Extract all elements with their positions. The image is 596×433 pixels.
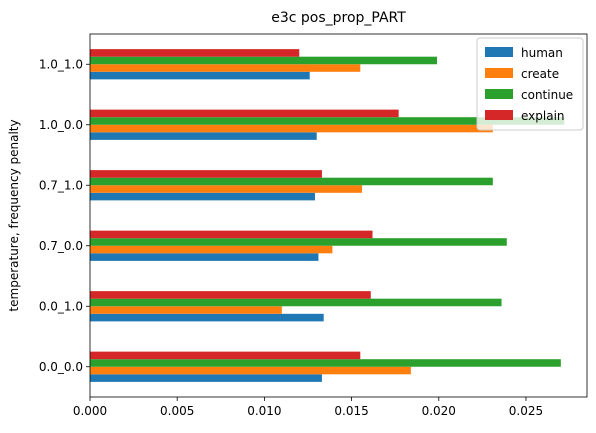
bar-create-0.7_1.0 (90, 185, 363, 193)
bar-continue-0.0_0.0 (90, 359, 561, 367)
bar-explain-1.0_1.0 (90, 49, 300, 57)
axes-layer: 0.000 0.005 0.010 0.015 0.020 0.025 0.0_0.0 0.0… (39, 33, 588, 418)
bar-continue-0.0_1.0 (90, 298, 502, 307)
y-axis-title: temperature, frequency penalty (7, 119, 21, 311)
bar-explain-0.0_0.0 (90, 351, 361, 360)
x-tick-label: 0.000 (73, 404, 107, 418)
y-tick-label: 0.0_0.0 (39, 360, 83, 374)
y-tick-label: 1.0_0.0 (39, 118, 83, 132)
bar-explain-0.7_0.0 (90, 230, 373, 239)
legend-swatch-explain (485, 110, 513, 120)
bar-human-0.7_1.0 (90, 192, 315, 201)
bar-human-0.0_0.0 (90, 374, 322, 382)
legend: human create continue explain (476, 37, 584, 131)
legend-label-continue: continue (521, 88, 573, 102)
bar-explain-0.7_1.0 (90, 170, 322, 178)
legend-swatch-create (485, 68, 513, 78)
bars-layer (90, 49, 565, 382)
bar-create-0.0_0.0 (90, 366, 411, 375)
bar-continue-1.0_1.0 (90, 56, 438, 65)
x-tick-label: 0.020 (422, 404, 456, 418)
bar-human-0.7_0.0 (90, 253, 319, 261)
chart-title: e3c pos_prop_PART (271, 10, 406, 26)
x-tick-label: 0.015 (334, 404, 368, 418)
bar-create-1.0_0.0 (90, 124, 493, 133)
y-tick-label: 1.0_1.0 (39, 57, 83, 71)
bar-human-0.0_1.0 (90, 313, 324, 322)
bar-create-1.0_1.0 (90, 64, 361, 72)
bar-explain-1.0_0.0 (90, 109, 399, 118)
legend-swatch-human (485, 47, 513, 57)
bar-continue-1.0_0.0 (90, 117, 565, 125)
legend-box (476, 37, 584, 131)
y-tick-label: 0.0_1.0 (39, 299, 83, 313)
bar-human-1.0_0.0 (90, 132, 317, 140)
y-tick-label: 0.7_1.0 (39, 178, 83, 192)
bar-continue-0.7_0.0 (90, 238, 507, 246)
plot-frame (89, 33, 588, 398)
bar-human-1.0_1.0 (90, 71, 310, 80)
legend-label-explain: explain (521, 109, 565, 123)
x-tick-label: 0.005 (160, 404, 194, 418)
bar-create-0.7_0.0 (90, 245, 333, 254)
y-tick-label: 0.7_0.0 (39, 239, 83, 253)
legend-label-create: create (521, 67, 559, 81)
x-tick-label: 0.025 (509, 404, 543, 418)
legend-label-human: human (521, 46, 563, 60)
bar-continue-0.7_1.0 (90, 177, 493, 186)
bar-create-0.0_1.0 (90, 306, 282, 314)
bar-explain-0.0_1.0 (90, 291, 371, 299)
legend-swatch-continue (485, 89, 513, 99)
x-tick-label: 0.010 (247, 404, 281, 418)
